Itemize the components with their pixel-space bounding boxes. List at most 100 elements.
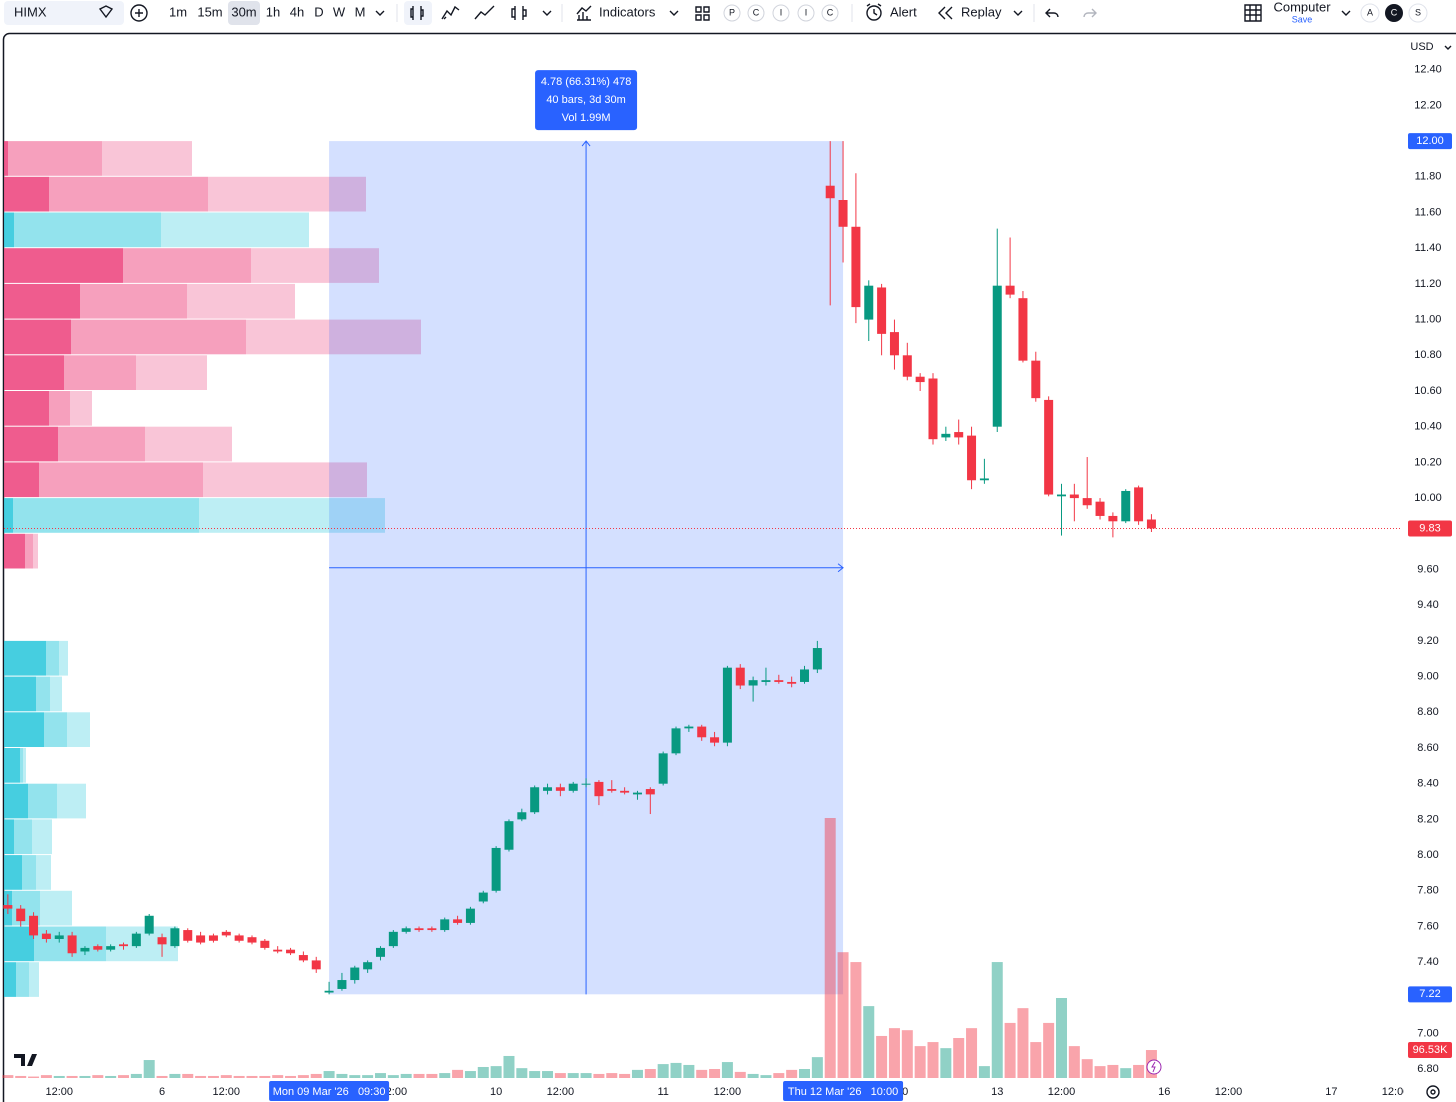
candle-body xyxy=(697,726,707,738)
toggle[interactable] xyxy=(772,4,790,22)
profile-segment xyxy=(16,962,29,997)
add-symbol[interactable] xyxy=(130,4,148,22)
diamond-icon[interactable] xyxy=(98,5,114,19)
candle-body xyxy=(1095,501,1105,516)
lightning-bolt xyxy=(1151,1061,1156,1073)
volume-bar xyxy=(721,1062,733,1078)
interval[interactable]: M xyxy=(355,4,366,19)
line-icon[interactable] xyxy=(474,5,495,20)
undo[interactable] xyxy=(1045,8,1059,18)
chevron[interactable] xyxy=(1013,10,1023,16)
toggle[interactable] xyxy=(821,4,839,22)
save[interactable]: Save xyxy=(1292,14,1313,24)
x-tick-label: 11 xyxy=(657,1086,668,1098)
profile-segment xyxy=(29,962,39,997)
profile-segment xyxy=(20,747,23,783)
interval[interactable]: 30m xyxy=(231,4,256,19)
volume-bar xyxy=(1004,1022,1016,1078)
candle-body xyxy=(311,960,321,970)
profile-segment xyxy=(4,390,49,426)
y-tick-label: 7.40 xyxy=(1417,956,1438,968)
interval[interactable]: 1m xyxy=(169,4,187,19)
x-tick-label: 12:00 xyxy=(213,1086,241,1098)
volume-bar xyxy=(837,952,849,1078)
chevron[interactable] xyxy=(1341,10,1351,16)
volume-bar xyxy=(593,1073,605,1078)
measure-label: 40 bars, 3d 30m xyxy=(546,94,626,106)
alert[interactable]: Alert xyxy=(890,4,917,19)
profile-segment xyxy=(49,176,208,212)
settings-icon[interactable] xyxy=(1426,1085,1440,1099)
replay[interactable]: Replay xyxy=(961,4,1002,19)
volume-bar xyxy=(811,1057,823,1078)
candle-icon[interactable] xyxy=(410,6,424,20)
layout-name[interactable]: Computer xyxy=(1273,0,1331,14)
alert-icon[interactable] xyxy=(866,5,882,21)
toggle[interactable] xyxy=(723,4,741,22)
profile-segment xyxy=(58,426,145,462)
candle-body xyxy=(1082,498,1092,506)
candles-icon[interactable] xyxy=(511,6,527,20)
candle-body xyxy=(632,792,642,795)
chevron[interactable] xyxy=(669,10,679,16)
candle-body xyxy=(337,980,347,989)
measure-label-box xyxy=(535,70,638,131)
indicators[interactable]: Indicators xyxy=(599,4,656,19)
toggle-label: I xyxy=(780,7,783,17)
candle-body xyxy=(645,789,655,795)
volume-bar xyxy=(1107,1064,1119,1078)
measure-time-box xyxy=(269,1081,390,1101)
symbol[interactable]: HIMX xyxy=(14,4,47,19)
indicators-icon[interactable] xyxy=(576,5,592,21)
avatar[interactable] xyxy=(1360,3,1380,23)
layout-icon[interactable] xyxy=(695,6,710,21)
candle-body xyxy=(838,200,848,227)
avatar[interactable] xyxy=(1385,4,1403,22)
chevron[interactable] xyxy=(375,10,385,16)
logo[interactable] xyxy=(14,1054,37,1066)
candle-body xyxy=(221,931,231,936)
profile-segment xyxy=(23,747,26,783)
chevron[interactable] xyxy=(542,10,552,16)
y-tick-label: 8.60 xyxy=(1417,742,1438,754)
candle-body xyxy=(555,787,565,791)
chevron[interactable] xyxy=(1444,45,1452,50)
candle-body xyxy=(684,726,694,729)
y-tick-label: 9.20 xyxy=(1417,635,1438,647)
volume-bar xyxy=(40,1075,52,1078)
toggle[interactable] xyxy=(797,4,815,22)
candle-body xyxy=(1146,519,1156,529)
interval[interactable]: W xyxy=(333,4,346,19)
active-interval-bg xyxy=(228,1,260,25)
measure-price-label: 12.00 xyxy=(1416,135,1444,147)
profile-segment xyxy=(14,212,161,248)
profile-segment xyxy=(22,855,36,890)
volume-bar xyxy=(387,1075,399,1078)
avatar[interactable] xyxy=(1408,3,1428,23)
measure-price-label: 7.22 xyxy=(1419,988,1440,1000)
profile-segment xyxy=(4,462,39,498)
redo[interactable] xyxy=(1083,8,1097,18)
profile-segment xyxy=(13,498,199,533)
volume-bar xyxy=(477,1066,489,1078)
volume-bar xyxy=(747,1073,759,1078)
toggle[interactable] xyxy=(747,4,765,22)
interval[interactable]: 4h xyxy=(290,4,304,19)
volume-bar xyxy=(117,1075,129,1078)
candle-body xyxy=(298,955,308,961)
interval[interactable]: 1h xyxy=(266,4,280,19)
interval[interactable]: D xyxy=(314,4,323,19)
candle-body xyxy=(1005,285,1015,295)
volume-bar xyxy=(516,1068,528,1078)
bars-icon[interactable] xyxy=(441,5,460,20)
volume-bar xyxy=(310,1073,322,1078)
measure-time-label: Thu 12 Mar '26 10:00 xyxy=(788,1086,898,1098)
symbol-box[interactable] xyxy=(4,1,124,25)
currency[interactable]: USD xyxy=(1410,41,1433,53)
measure-zone: 4.78 (66.31%) 478 40 bars, 3d 30m Vol 1.99… xyxy=(329,70,844,995)
replay-icon[interactable] xyxy=(938,6,953,20)
candle-body xyxy=(607,789,617,791)
layout-grid-icon[interactable] xyxy=(1244,4,1262,22)
y-tick-label: 7.00 xyxy=(1417,1027,1438,1039)
interval[interactable]: 15m xyxy=(197,4,222,19)
